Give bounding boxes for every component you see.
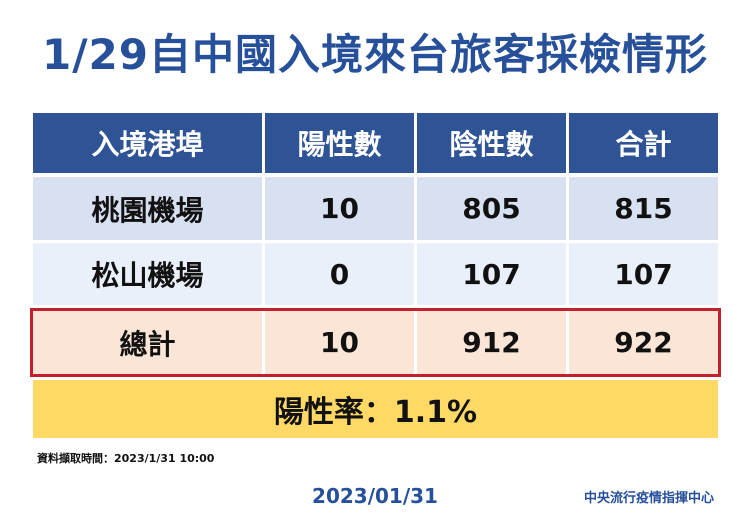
- header-negative: 陰性數: [417, 113, 566, 173]
- total-sum: 922: [569, 311, 718, 374]
- positive-rate: 陽性率：1.1%: [33, 380, 718, 438]
- port-name: 松山機場: [33, 243, 262, 305]
- table-row: 桃園機場 10 805 815: [33, 177, 718, 240]
- header-positive: 陽性數: [265, 113, 414, 173]
- page-title: 1/29自中國入境來台旅客採檢情形: [41, 30, 708, 79]
- total-label: 總計: [33, 311, 262, 374]
- publish-date: 2023/01/31: [312, 484, 438, 508]
- table-row: 松山機場 0 107 107: [33, 243, 718, 305]
- total-count: 107: [569, 243, 718, 305]
- total-positive: 10: [265, 311, 414, 374]
- total-negative: 912: [417, 311, 566, 374]
- organization-name: 中央流行疫情指揮中心: [583, 491, 714, 506]
- header-total: 合計: [569, 113, 718, 173]
- header-port: 入境港埠: [33, 113, 262, 173]
- positive-count: 10: [265, 177, 414, 240]
- negative-count: 107: [417, 243, 566, 305]
- table-total-row: 總計 10 912 922: [33, 311, 718, 374]
- table-header-row: 入境港埠 陽性數 陰性數 合計: [33, 113, 718, 173]
- data-time-note: 資料擷取時間：2023/1/31 10:00: [37, 452, 215, 465]
- negative-count: 805: [417, 177, 566, 240]
- total-count: 815: [569, 177, 718, 240]
- positive-count: 0: [265, 243, 414, 305]
- port-name: 桃園機場: [33, 177, 262, 240]
